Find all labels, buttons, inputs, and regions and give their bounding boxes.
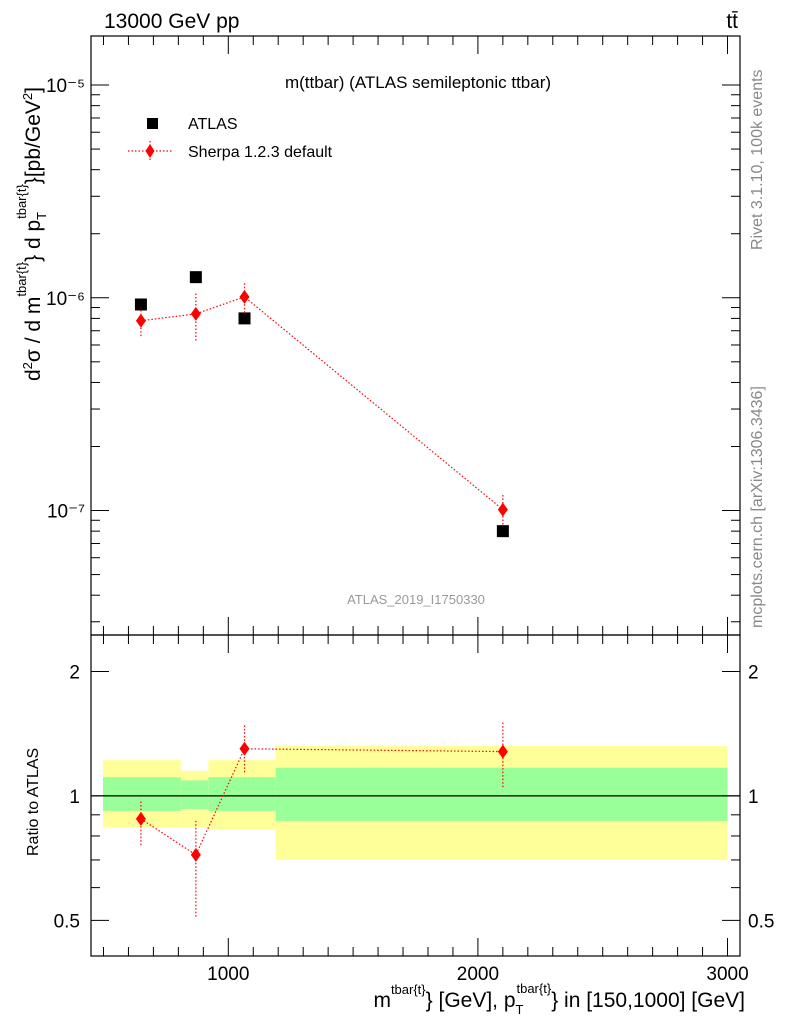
- ratio-sherpa-point: [239, 741, 250, 756]
- x-axis-label: mtbar{t}} [GeV], pTtbar{t}} in [150,1000…: [373, 981, 745, 1017]
- process-label: tt̄: [726, 10, 738, 33]
- ratio-plot-frame: [90, 634, 741, 957]
- energy-label: 13000 GeV pp: [104, 10, 239, 33]
- ratio-y-axis-label: Ratio to ATLAS: [25, 748, 42, 856]
- sherpa-line: [140, 296, 504, 511]
- mcplots-label: mcplots.cern.ch [arXiv:1306.3436]: [749, 386, 766, 628]
- ratio-y-tick-label-right: 1: [748, 787, 759, 808]
- ratio-y-tick-label: 2: [69, 662, 80, 683]
- main-plot-title: m(ttbar) (ATLAS semileptonic ttbar): [285, 73, 551, 92]
- legend-sherpa-label: Sherpa 1.2.3 default: [188, 144, 333, 161]
- x-tick-label: 2000: [457, 964, 499, 985]
- ratio-plot-panel: 0.5 0.5 1 1 2 2 1000 2000 3000: [54, 634, 774, 985]
- sherpa-point: [190, 306, 201, 321]
- x-tick-label: 3000: [706, 964, 748, 985]
- legend-atlas-label: ATLAS: [188, 116, 238, 133]
- ratio-sherpa-line: [140, 748, 503, 856]
- legend-atlas-marker: [147, 118, 158, 129]
- sherpa-point: [239, 289, 250, 304]
- ratio-y-tick-label: 1: [69, 787, 80, 808]
- ratio-y-tick-label-right: 0.5: [748, 911, 774, 932]
- rivet-label: Rivet 3.1.10, 100k events: [749, 69, 766, 250]
- atlas-point: [134, 298, 147, 311]
- legend-sherpa-marker: [145, 144, 155, 158]
- stat-uncertainty-band: [275, 767, 728, 821]
- ratio-sherpa-point: [135, 811, 146, 826]
- ratio-axis-ticks: 0.5 0.5 1 1 2 2 1000 2000 3000: [54, 635, 774, 985]
- ratio-sherpa-point: [190, 847, 201, 862]
- stat-uncertainty-band: [180, 780, 209, 809]
- sherpa-point: [135, 313, 146, 328]
- legend: ATLAS Sherpa 1.2.3 default: [128, 116, 333, 161]
- y-tick-label: 10⁻⁷: [47, 502, 85, 523]
- y-tick-label: 10⁻⁶: [46, 289, 85, 310]
- main-axis-ticks: 10⁻⁷ 10⁻⁶ 10⁻⁵: [46, 36, 740, 635]
- atlas-point: [238, 312, 251, 325]
- stat-uncertainty-band: [208, 777, 276, 811]
- main-y-axis-label: d2σ / d mtbar{t}} d pTtbar{t}}[pb/GeV2]: [14, 87, 49, 381]
- ratio-y-tick-label-right: 2: [748, 662, 759, 683]
- stat-uncertainty-band: [103, 777, 181, 811]
- analysis-watermark: ATLAS_2019_I1750330: [347, 592, 485, 607]
- main-plot-panel: 10⁻⁷ 10⁻⁶ 10⁻⁵ m(ttbar) (ATLAS semileptoni…: [46, 35, 741, 636]
- y-tick-label: 10⁻⁵: [46, 76, 85, 97]
- sherpa-point: [497, 502, 508, 517]
- atlas-point: [189, 271, 202, 284]
- ratio-sherpa-point: [497, 744, 508, 759]
- ratio-y-tick-label: 0.5: [54, 911, 80, 932]
- x-tick-label: 1000: [207, 964, 249, 985]
- atlas-point: [496, 525, 509, 538]
